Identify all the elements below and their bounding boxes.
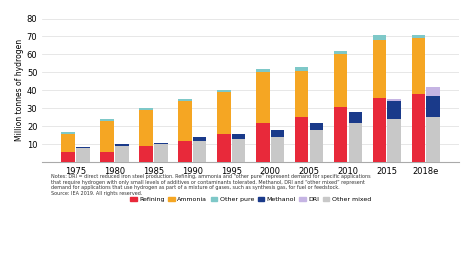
Bar [334, 55, 347, 106]
Bar [232, 134, 246, 139]
Bar [348, 123, 362, 162]
Bar [348, 112, 362, 123]
Bar [178, 101, 191, 141]
Bar [427, 117, 440, 162]
Bar [139, 108, 153, 110]
Bar [387, 119, 401, 162]
Bar [61, 134, 75, 152]
Bar [100, 119, 114, 121]
Bar [217, 134, 230, 162]
Bar [411, 94, 425, 162]
Bar [271, 130, 284, 137]
Bar [256, 69, 270, 72]
Bar [139, 110, 153, 146]
Y-axis label: Million tonnes of hydrogen: Million tonnes of hydrogen [15, 39, 24, 142]
Bar [61, 152, 75, 162]
Bar [310, 123, 323, 130]
Bar [427, 87, 440, 96]
Bar [387, 99, 401, 101]
Bar [193, 137, 207, 141]
Bar [193, 141, 207, 162]
Bar [387, 101, 401, 119]
Bar [295, 67, 309, 71]
Text: Notes: DRI = direct reduced iron steel production. Refining, ammonia and “other : Notes: DRI = direct reduced iron steel p… [51, 174, 370, 196]
Bar [295, 117, 309, 162]
Bar [178, 99, 191, 101]
Bar [76, 148, 90, 162]
Bar [373, 35, 386, 40]
Bar [115, 146, 128, 162]
Bar [411, 38, 425, 94]
Bar [61, 132, 75, 134]
Bar [139, 146, 153, 162]
Legend: Refining, Ammonia, Other pure, Methanol, DRI, Other mixed: Refining, Ammonia, Other pure, Methanol,… [128, 194, 374, 205]
Bar [217, 92, 230, 134]
Bar [271, 137, 284, 162]
Bar [373, 40, 386, 98]
Bar [100, 152, 114, 162]
Bar [411, 35, 425, 38]
Bar [154, 143, 167, 144]
Bar [115, 144, 128, 146]
Bar [427, 96, 440, 117]
Bar [334, 106, 347, 162]
Bar [334, 51, 347, 55]
Bar [76, 147, 90, 148]
Bar [154, 144, 167, 162]
Bar [100, 121, 114, 152]
Bar [373, 98, 386, 162]
Bar [295, 71, 309, 117]
Bar [256, 72, 270, 123]
Bar [178, 141, 191, 162]
Bar [256, 123, 270, 162]
Bar [232, 139, 246, 162]
Bar [310, 130, 323, 162]
Bar [217, 90, 230, 92]
